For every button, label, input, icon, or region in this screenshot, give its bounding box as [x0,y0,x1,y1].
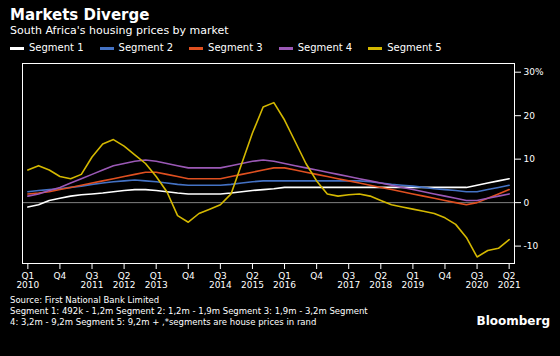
svg-text:0: 0 [524,198,530,208]
svg-text:Q12019: Q12019 [401,271,424,290]
html-text:Segment 5: Segment 5 [387,42,442,53]
html-text:Source: First National Bank Li: Source: First National Bank Limited Segm… [10,295,368,327]
svg-text:Q32014: Q32014 [209,271,232,290]
svg-text:Q4: Q4 [54,271,67,281]
svg-text:Q4: Q4 [310,271,323,281]
svg-text:-10: -10 [524,241,539,251]
svg-text:Q4: Q4 [439,271,452,281]
svg-text:20: 20 [524,111,536,121]
svg-text:Q22021: Q22021 [498,271,521,290]
svg-text:Q4: Q4 [182,271,195,281]
svg-text:10: 10 [524,154,536,164]
svg-text:30%: 30% [524,67,544,77]
html-text:Segment 2: Segment 2 [118,42,174,53]
html-text:Segment 1: Segment 1 [29,42,84,53]
html-text:Bloomberg: Bloomberg [476,314,550,328]
svg-text:Q32020: Q32020 [466,271,489,290]
svg-text:Q32011: Q32011 [81,271,104,290]
svg-text:Q12010: Q12010 [16,271,39,290]
svg-text:Q12016: Q12016 [273,271,296,290]
svg-text:Q22012: Q22012 [113,271,136,290]
svg-text:Q22018: Q22018 [369,271,392,290]
html-text:Segment 3: Segment 3 [208,42,263,53]
html-text:Segment 4: Segment 4 [297,42,353,53]
html-text:South Africa's housing prices: South Africa's housing prices by market [10,24,229,37]
html-text:Markets Diverge: Markets Diverge [10,6,150,24]
svg-text:Q32017: Q32017 [337,271,360,290]
svg-text:Q12013: Q12013 [145,271,168,290]
svg-text:Q22015: Q22015 [241,271,264,290]
